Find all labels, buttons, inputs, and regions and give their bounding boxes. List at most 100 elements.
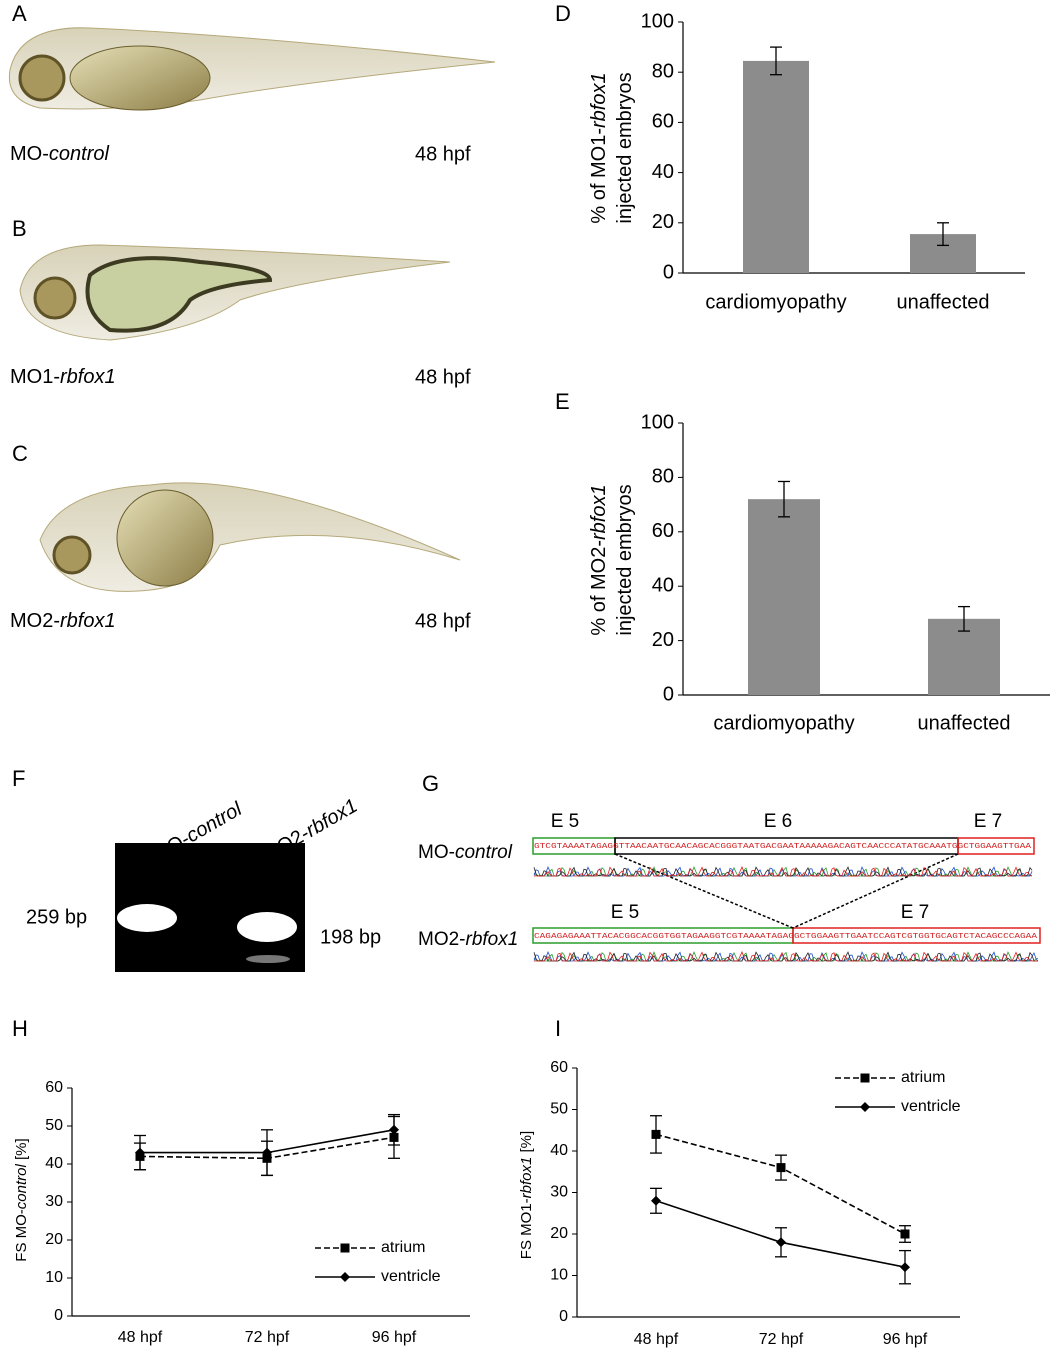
sample-label: MO2-rbfox1: [418, 929, 518, 950]
embryo-label-part: rbfox1: [60, 610, 116, 632]
gel-band: [117, 904, 177, 932]
stage-label: 48 hpf: [415, 366, 471, 388]
x-tick-label: 48 hpf: [634, 1331, 679, 1348]
y-axis-title: FS MO-control [%]: [13, 1138, 30, 1261]
sequence-boxes: [532, 837, 1041, 944]
embryo-label-part: MO1-: [10, 366, 60, 388]
sequence: GTCGTAAAATAGAGGTTAACAATGCAACAGCACGGGTAAT…: [534, 843, 1032, 851]
legend-label: ventricle: [901, 1098, 961, 1115]
y-axis-title: % of MO1-rbfox1: [588, 72, 610, 223]
embryo-label: MO-control: [10, 143, 109, 165]
y-axis-title: injected embryos: [614, 484, 636, 635]
y-axis-title-part: injected embryos: [614, 72, 636, 223]
x-tick-label: unaffected: [917, 712, 1010, 734]
y-tick-label: 10: [45, 1269, 63, 1286]
y-axis-title-part: % of MO2-: [588, 540, 610, 636]
y-axis-title-part: injected embryos: [614, 484, 636, 635]
y-tick-label: 60: [550, 1059, 568, 1076]
panel-label: E: [555, 389, 570, 414]
band-size: 259 bp: [26, 906, 87, 928]
y-axis-title-part: % of MO1-: [588, 128, 610, 224]
sample-label-part: MO2-: [418, 929, 466, 950]
embryo-label-part: MO2-: [10, 610, 60, 632]
legend-marker: [860, 1073, 870, 1083]
exon-label: E 5: [551, 811, 580, 832]
x-tick-label: cardiomyopathy: [713, 712, 854, 734]
y-tick-label: 20: [652, 211, 674, 233]
panel-label: G: [422, 771, 439, 796]
legend-label: ventricle: [381, 1268, 441, 1285]
stage-label: 48 hpf: [415, 143, 471, 165]
exon-label: E 6: [764, 811, 793, 832]
y-tick-label: 80: [652, 60, 674, 82]
lane-label-part: control: [183, 798, 246, 847]
exon-label: E 7: [974, 811, 1003, 832]
x-tick-label: 96 hpf: [883, 1331, 928, 1348]
y-axis-title-part: [%]: [13, 1138, 30, 1164]
y-tick-label: 60: [45, 1079, 63, 1096]
x-tick-label: 72 hpf: [759, 1331, 804, 1348]
y-tick-label: 40: [652, 161, 674, 183]
y-tick-label: 50: [550, 1101, 568, 1118]
y-tick-label: 40: [550, 1142, 568, 1159]
y-axis-title-part: FS MO1-: [518, 1198, 535, 1259]
x-tick-label: 72 hpf: [245, 1329, 290, 1346]
y-axis-title-part: rbfox1: [588, 72, 610, 128]
panel-label: B: [12, 216, 27, 241]
y-axis-title-part: rbfox1: [588, 484, 610, 540]
x-tick-label: 48 hpf: [118, 1329, 163, 1346]
band-size: 198 bp: [320, 926, 381, 948]
y-axis-title: FS MO1-rbfox1 [%]: [518, 1131, 535, 1259]
gel-band: [237, 912, 297, 942]
marker: [776, 1163, 786, 1173]
y-tick-label: 100: [641, 10, 674, 32]
y-tick-label: 0: [663, 683, 674, 705]
marker: [651, 1129, 661, 1139]
embryo-image: [19, 244, 451, 341]
sequence: CAGAGAGAAATTACACGGCACGGTGGTAGAAGGTCGTAAA…: [534, 933, 1038, 941]
marker: [900, 1229, 910, 1239]
chromatogram: [534, 950, 1038, 962]
lane-label: MO2-rbfox1: [259, 795, 361, 867]
embryo-image: [8, 27, 496, 111]
y-axis-title: injected embryos: [614, 72, 636, 223]
embryo-label-part: MO-: [10, 143, 49, 165]
chromatogram: [533, 866, 1033, 877]
x-tick-label: cardiomyopathy: [705, 291, 846, 313]
error-bar: [770, 46, 782, 76]
exon-label: E 7: [901, 902, 930, 923]
y-tick-label: 0: [663, 261, 674, 283]
marker: [900, 1262, 910, 1273]
sample-label-part: MO-: [418, 842, 455, 863]
y-tick-label: 0: [559, 1308, 568, 1325]
stage-label: 48 hpf: [415, 610, 471, 632]
panel-label: I: [555, 1016, 561, 1041]
error-bar: [778, 480, 790, 518]
panel-label: F: [12, 766, 25, 791]
marker: [389, 1124, 399, 1135]
y-tick-label: 20: [45, 1231, 63, 1248]
marker: [776, 1237, 786, 1248]
bar: [748, 499, 820, 695]
y-tick-label: 100: [641, 411, 674, 433]
y-tick-label: 0: [54, 1307, 63, 1324]
marker: [262, 1147, 272, 1158]
y-axis-title-part: control: [13, 1163, 30, 1209]
legend-marker: [340, 1272, 350, 1282]
bar: [743, 60, 809, 273]
sample-label: MO-control: [418, 842, 513, 863]
embryo-label: MO1-rbfox1: [10, 366, 116, 388]
legend-label: atrium: [901, 1069, 945, 1086]
embryo-image: [39, 482, 461, 592]
y-tick-label: 20: [652, 629, 674, 651]
embryo-label: MO2-rbfox1: [10, 610, 116, 632]
y-tick-label: 40: [652, 574, 674, 596]
x-tick-label: unaffected: [896, 291, 989, 313]
y-tick-label: 10: [550, 1267, 568, 1284]
y-tick-label: 60: [652, 520, 674, 542]
exon-label: E 5: [611, 902, 640, 923]
embryo-label-part: rbfox1: [60, 366, 116, 388]
y-tick-label: 80: [652, 466, 674, 488]
chromatogram: [534, 865, 1033, 877]
